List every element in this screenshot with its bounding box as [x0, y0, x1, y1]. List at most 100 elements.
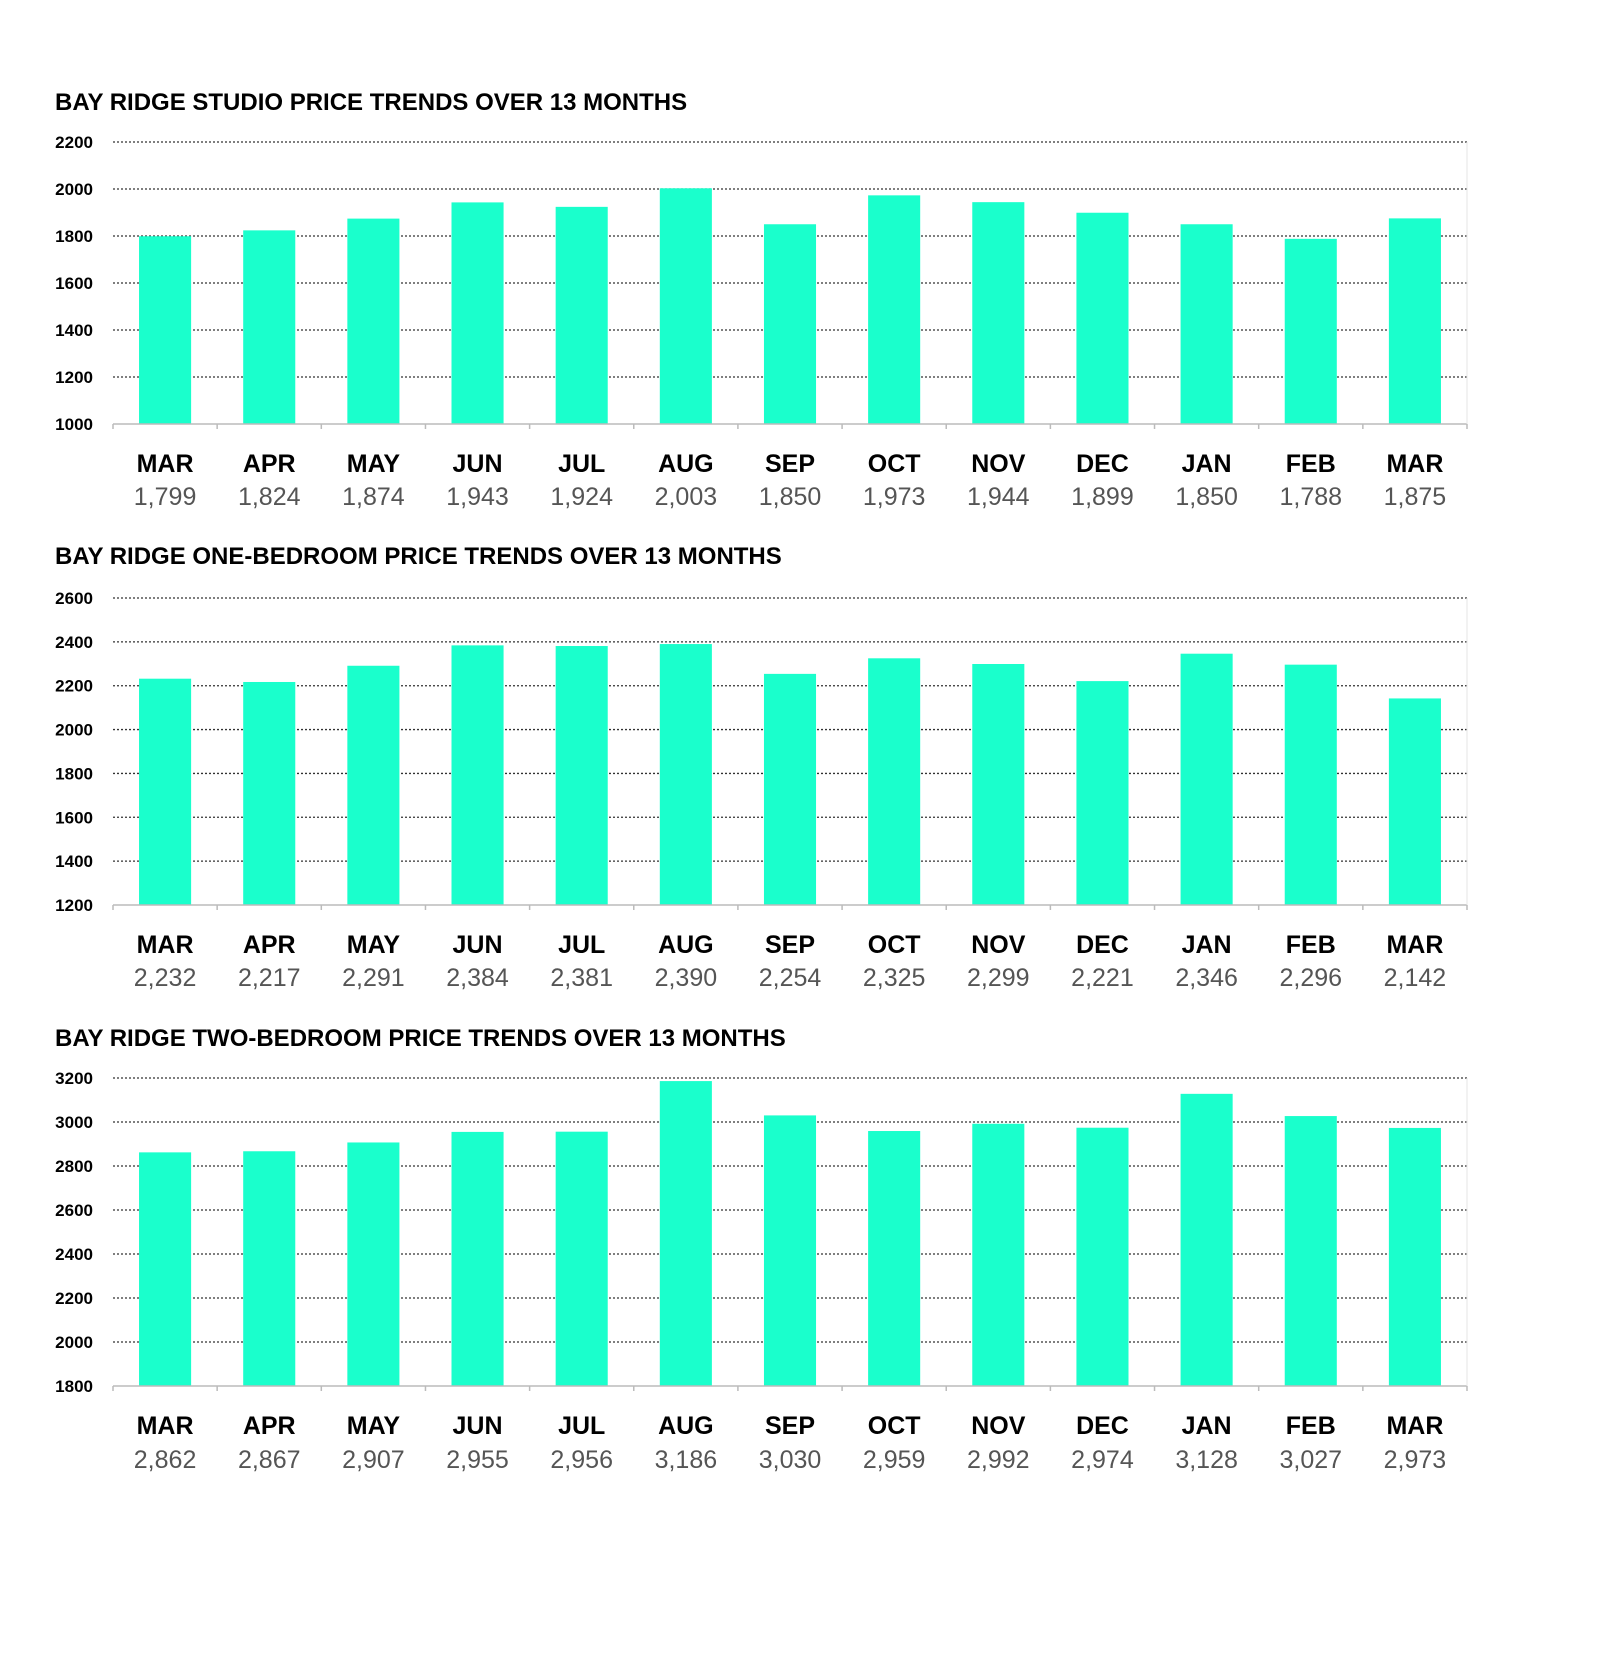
x-tick-label: DEC	[1076, 450, 1129, 478]
bar-mar	[1388, 698, 1441, 905]
data-label: 1,943	[446, 483, 509, 511]
data-label: 3,030	[759, 1446, 822, 1474]
y-tick-label: 1600	[55, 274, 93, 293]
y-tick-label: 2000	[55, 1333, 93, 1352]
bar-may	[347, 665, 400, 905]
bar-apr	[243, 230, 296, 424]
bar-jun	[451, 645, 504, 905]
data-label: 2,254	[759, 964, 822, 992]
y-tick-label: 2000	[55, 721, 93, 740]
x-tick-label: APR	[243, 450, 296, 478]
bar-jan	[1180, 653, 1233, 905]
bar-aug	[659, 1081, 712, 1386]
x-tick-label: NOV	[971, 1412, 1026, 1440]
data-label: 1,874	[342, 483, 405, 511]
bar-jul	[555, 646, 608, 905]
bar-apr	[243, 681, 296, 905]
bar-sep	[763, 1115, 817, 1386]
x-tick-label: JAN	[1182, 931, 1232, 959]
y-tick-label: 1800	[55, 227, 93, 246]
data-label: 2,142	[1384, 964, 1447, 992]
bar-may	[347, 1142, 400, 1386]
x-tick-label: MAY	[347, 1412, 401, 1440]
y-tick-label: 3000	[55, 1113, 93, 1132]
x-tick-label: JUL	[558, 1412, 605, 1440]
y-tick-label: 1200	[55, 368, 93, 387]
x-tick-label: JUN	[453, 450, 503, 478]
data-label: 2,346	[1175, 964, 1238, 992]
y-tick-label: 3200	[55, 1069, 93, 1088]
data-label: 1,850	[1175, 483, 1238, 511]
y-tick-label: 2200	[55, 1289, 93, 1308]
bar-jun	[451, 202, 504, 424]
chart-title: BAY RIDGE STUDIO PRICE TRENDS OVER 13 MO…	[55, 89, 687, 116]
data-label: 2,955	[446, 1446, 509, 1474]
data-label: 1,788	[1279, 483, 1342, 511]
data-label: 2,974	[1071, 1446, 1134, 1474]
bar-nov	[972, 664, 1025, 905]
data-label: 2,296	[1279, 964, 1342, 992]
data-label: 1,824	[238, 483, 301, 511]
bar-jan	[1180, 224, 1233, 424]
y-tick-label: 2800	[55, 1157, 93, 1176]
data-label: 2,384	[446, 964, 509, 992]
x-tick-label: AUG	[658, 450, 714, 478]
data-label: 1,850	[759, 483, 822, 511]
bar-apr	[243, 1151, 296, 1386]
bar-aug	[659, 644, 712, 905]
y-tick-label: 1000	[55, 415, 93, 434]
bar-aug	[659, 188, 712, 424]
x-tick-label: OCT	[868, 931, 921, 959]
bar-jun	[451, 1131, 504, 1386]
y-tick-label: 2200	[55, 677, 93, 696]
y-tick-label: 2600	[55, 1201, 93, 1220]
data-label: 2,959	[863, 1446, 926, 1474]
x-tick-label: MAY	[347, 931, 401, 959]
y-tick-label: 2400	[55, 1245, 93, 1264]
bar-jan	[1180, 1093, 1233, 1386]
x-tick-label: JUL	[558, 931, 605, 959]
x-tick-label: NOV	[971, 450, 1026, 478]
data-label: 2,907	[342, 1446, 405, 1474]
y-tick-label: 1400	[55, 852, 93, 871]
data-label: 2,992	[967, 1446, 1030, 1474]
x-tick-label: MAR	[1386, 931, 1443, 959]
bar-feb	[1284, 238, 1337, 424]
x-tick-label: SEP	[765, 450, 815, 478]
data-label: 2,956	[550, 1446, 613, 1474]
bar-jul	[555, 1131, 608, 1386]
bar-oct	[868, 658, 921, 905]
x-tick-label: MAY	[347, 450, 401, 478]
bar-nov	[972, 202, 1025, 424]
x-tick-label: JUN	[453, 931, 503, 959]
data-label: 2,862	[134, 1446, 197, 1474]
data-label: 2,221	[1071, 964, 1134, 992]
bar-oct	[868, 195, 921, 424]
data-label: 3,186	[655, 1446, 718, 1474]
data-label: 3,128	[1175, 1446, 1238, 1474]
y-tick-label: 1400	[55, 321, 93, 340]
data-label: 2,325	[863, 964, 926, 992]
x-tick-label: SEP	[765, 931, 815, 959]
x-tick-label: FEB	[1286, 931, 1336, 959]
bar-mar	[1388, 1127, 1441, 1386]
x-tick-label: MAR	[137, 1412, 194, 1440]
data-label: 1,973	[863, 483, 926, 511]
data-label: 2,867	[238, 1446, 301, 1474]
x-tick-label: MAR	[1386, 1412, 1443, 1440]
data-label: 1,944	[967, 483, 1030, 511]
chart-title: BAY RIDGE TWO-BEDROOM PRICE TRENDS OVER …	[55, 1025, 786, 1052]
y-tick-label: 2400	[55, 633, 93, 652]
bar-mar	[139, 678, 192, 905]
bar-may	[347, 218, 400, 424]
x-tick-label: DEC	[1076, 931, 1129, 959]
bar-oct	[868, 1131, 921, 1386]
x-tick-label: FEB	[1286, 1412, 1336, 1440]
x-tick-label: JAN	[1182, 450, 1232, 478]
x-tick-label: OCT	[868, 450, 921, 478]
x-tick-label: MAR	[137, 450, 194, 478]
data-label: 2,390	[655, 964, 718, 992]
x-tick-label: AUG	[658, 1412, 714, 1440]
bar-dec	[1076, 681, 1129, 905]
